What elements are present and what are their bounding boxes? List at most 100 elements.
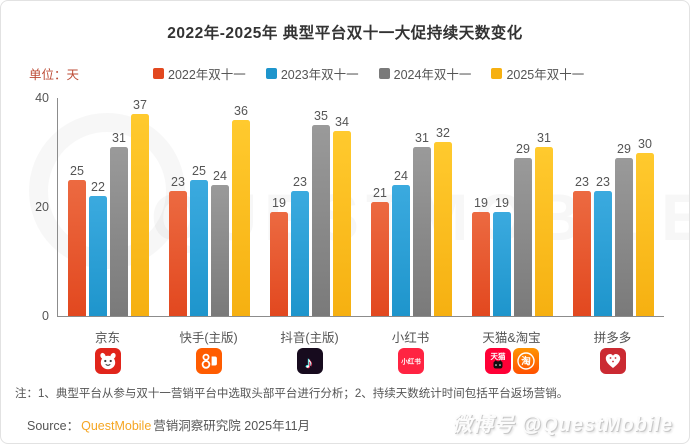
jd-app-icon	[94, 348, 121, 374]
legend-label: 2024年双十一	[393, 68, 472, 82]
bar: 30	[636, 137, 654, 316]
bar: 31	[535, 131, 553, 316]
category-label: 小红书	[391, 331, 430, 345]
bar-value-label: 22	[91, 180, 105, 195]
bar: 36	[232, 104, 250, 316]
bar-value-label: 36	[234, 103, 248, 118]
bar: 21	[371, 186, 389, 316]
bar: 29	[514, 142, 532, 316]
bar-value-label: 25	[70, 163, 84, 178]
bar-value-label: 31	[112, 131, 126, 146]
bar-value-label: 34	[335, 114, 349, 129]
icon-cell-jd	[67, 348, 148, 374]
plot-area: 25 22 31 37 23 25 24 36 19 23 35 34 21 24 31 32 19 19 29 31…	[35, 91, 664, 323]
tmall-app-icon: 天猫	[484, 348, 511, 374]
bar-value-label: 19	[495, 196, 509, 211]
douyin-app-icon: ♪ ♪ ♪	[296, 348, 323, 374]
icon-cell-tmall-taobao: 天猫 淘	[471, 348, 552, 374]
bar: 31	[110, 131, 128, 316]
icon-cell-douyin: ♪ ♪ ♪	[269, 348, 350, 374]
bar: 37	[131, 98, 149, 316]
bar-value-label: 25	[192, 163, 206, 178]
bar-value-label: 37	[133, 98, 147, 113]
source-brand: QuestMobile	[81, 419, 152, 433]
legend-label: 2025年双十一	[506, 68, 585, 82]
legend-swatch	[153, 68, 164, 79]
bar-value-label: 31	[415, 131, 429, 146]
bar: 29	[615, 142, 633, 316]
legend-swatch	[491, 68, 503, 79]
category-labels: 京东 快手(主版) 抖音(主版) 小红书 天猫&淘宝 拼多多	[57, 327, 663, 346]
icon-cell-xiaohongshu: 小红书	[370, 348, 451, 374]
category-label: 京东	[94, 331, 120, 345]
legend-swatch	[265, 68, 277, 79]
bar: 19	[472, 196, 490, 316]
bar-value-label: 30	[638, 136, 652, 151]
bar-group: 21 24 31 32	[371, 98, 452, 316]
bar-value-label: 24	[394, 169, 408, 184]
bar: 35	[312, 109, 330, 316]
bar: 23	[169, 175, 187, 316]
svg-text:♪: ♪	[305, 356, 313, 373]
legend-item: 2024年双十一	[378, 64, 472, 83]
bar-value-label: 29	[617, 141, 631, 156]
category-label: 抖音(主版)	[280, 331, 339, 345]
bar-group: 19 19 29 31	[472, 98, 553, 316]
legend: 2022年双十一 2023年双十一 2024年双十一 2025年双十一	[153, 64, 584, 83]
bar-group: 23 23 29 30	[573, 98, 654, 316]
y-axis-tick-label: 40	[35, 91, 49, 105]
bar: 22	[89, 180, 107, 316]
bar-value-label: 19	[272, 196, 286, 211]
bar-group: 19 23 35 34	[270, 98, 351, 316]
source-suffix: 营销洞察研究院 2025年11月	[153, 419, 311, 433]
xiaohongshu-app-icon: 小红书	[397, 348, 424, 374]
bar: 19	[270, 196, 288, 316]
platform-icons-row: ♪ ♪ ♪ 小红书 天猫	[57, 348, 663, 374]
legend-item: 2023年双十一	[265, 64, 359, 83]
bar: 34	[333, 115, 351, 316]
bar-value-label: 21	[373, 185, 387, 200]
svg-text:天猫: 天猫	[490, 351, 505, 361]
bar: 23	[594, 175, 612, 316]
source-prefix: Source：	[27, 419, 80, 433]
bar-value-label: 23	[171, 174, 185, 189]
bar-group: 25 22 31 37	[68, 98, 149, 316]
bar: 25	[190, 164, 208, 316]
legend-item: 2022年双十一	[153, 64, 246, 83]
bar-value-label: 23	[293, 174, 307, 189]
bar-groups: 25 22 31 37 23 25 24 36 19 23 35 34 21 24 31 32 19 19 29 31…	[58, 98, 664, 316]
bar-value-label: 31	[537, 131, 551, 146]
category-label: 快手(主版)	[179, 331, 238, 345]
bar: 24	[211, 169, 229, 316]
legend-label: 2022年双十一	[168, 68, 246, 82]
icon-cell-pinduoduo	[572, 348, 653, 374]
watermark-handle: 微博号 @QuestMobile	[452, 408, 673, 437]
bar-value-label: 35	[314, 109, 328, 124]
bar: 24	[392, 169, 410, 316]
taobao-app-icon: 淘	[512, 348, 539, 374]
unit-label: 单位：天	[29, 68, 80, 82]
source-line: Source： QuestMobile 营销洞察研究院 2025年11月	[27, 415, 310, 434]
bar: 23	[573, 175, 591, 316]
category-label: 拼多多	[593, 331, 632, 345]
bar: 31	[413, 131, 431, 316]
bar-value-label: 23	[596, 174, 610, 189]
chart-title: 2022年-2025年 典型平台双十一大促持续天数变化	[167, 25, 523, 42]
watermark-prefix: 微博号	[451, 414, 515, 436]
bar-value-label: 19	[474, 196, 488, 211]
bar-value-label: 32	[436, 125, 450, 140]
kuaishou-app-icon	[195, 348, 222, 374]
legend-swatch	[378, 68, 390, 79]
icon-cell-kuaishou	[168, 348, 249, 374]
legend-label: 2023年双十一	[280, 68, 359, 82]
bar: 19	[493, 196, 511, 316]
watermark-account: @QuestMobile	[521, 414, 673, 436]
svg-text:淘: 淘	[521, 356, 531, 368]
bar: 32	[434, 126, 452, 316]
svg-text:♪: ♪	[304, 355, 312, 372]
bar: 25	[68, 164, 86, 316]
bar-value-label: 29	[516, 141, 530, 156]
category-label: 天猫&淘宝	[482, 331, 541, 345]
svg-text:小红书: 小红书	[400, 357, 421, 366]
